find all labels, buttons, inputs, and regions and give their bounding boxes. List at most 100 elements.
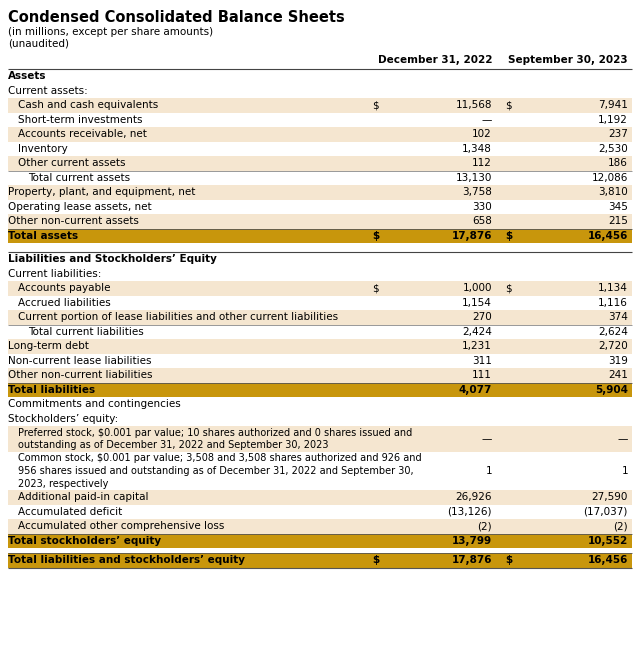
Text: (in millions, except per share amounts): (in millions, except per share amounts) bbox=[8, 27, 213, 37]
Text: 11,568: 11,568 bbox=[456, 100, 492, 110]
Text: Other non-current liabilities: Other non-current liabilities bbox=[8, 370, 152, 380]
Text: 1,116: 1,116 bbox=[598, 298, 628, 308]
Bar bbox=[8, 339, 632, 354]
Bar bbox=[8, 310, 632, 325]
Text: Short-term investments: Short-term investments bbox=[18, 115, 143, 125]
Text: Commitments and contingencies: Commitments and contingencies bbox=[8, 399, 180, 409]
Text: Total current liabilities: Total current liabilities bbox=[28, 327, 144, 336]
Text: 1,000: 1,000 bbox=[463, 283, 492, 293]
Text: Additional paid-in capital: Additional paid-in capital bbox=[18, 492, 148, 502]
Text: Liabilities and Stockholders’ Equity: Liabilities and Stockholders’ Equity bbox=[8, 254, 217, 264]
Text: Total liabilities and stockholders’ equity: Total liabilities and stockholders’ equi… bbox=[8, 555, 245, 565]
Text: (17,037): (17,037) bbox=[584, 507, 628, 517]
Text: 3,810: 3,810 bbox=[598, 188, 628, 198]
Text: 658: 658 bbox=[472, 216, 492, 226]
Text: Accrued liabilities: Accrued liabilities bbox=[18, 298, 111, 308]
Bar bbox=[8, 426, 632, 452]
Text: Long-term debt: Long-term debt bbox=[8, 341, 89, 351]
Text: 1,134: 1,134 bbox=[598, 283, 628, 293]
Bar bbox=[8, 229, 632, 243]
Text: Common stock, $0.001 par value; 3,508 and 3,508 shares authorized and 926 and: Common stock, $0.001 par value; 3,508 an… bbox=[18, 454, 422, 464]
Text: (2): (2) bbox=[613, 521, 628, 531]
Bar bbox=[8, 519, 632, 533]
Text: 102: 102 bbox=[472, 129, 492, 139]
Text: $: $ bbox=[505, 100, 511, 110]
Text: 17,876: 17,876 bbox=[451, 555, 492, 565]
Text: Property, plant, and equipment, net: Property, plant, and equipment, net bbox=[8, 188, 195, 198]
Text: 1: 1 bbox=[485, 466, 492, 476]
Text: 27,590: 27,590 bbox=[591, 492, 628, 502]
Text: 215: 215 bbox=[608, 216, 628, 226]
Text: Current portion of lease liabilities and other current liabilities: Current portion of lease liabilities and… bbox=[18, 313, 338, 323]
Text: $: $ bbox=[505, 555, 512, 565]
Text: (13,126): (13,126) bbox=[447, 507, 492, 517]
Text: 111: 111 bbox=[472, 370, 492, 380]
Text: Stockholders’ equity:: Stockholders’ equity: bbox=[8, 414, 118, 424]
Text: Current liabilities:: Current liabilities: bbox=[8, 269, 101, 279]
Text: (unaudited): (unaudited) bbox=[8, 39, 69, 49]
Text: 112: 112 bbox=[472, 158, 492, 168]
Text: $: $ bbox=[372, 231, 380, 241]
Text: 13,799: 13,799 bbox=[452, 536, 492, 546]
Text: Preferred stock, $0.001 par value; 10 shares authorized and 0 shares issued and: Preferred stock, $0.001 par value; 10 sh… bbox=[18, 428, 412, 438]
Text: 186: 186 bbox=[608, 158, 628, 168]
Text: 2,624: 2,624 bbox=[598, 327, 628, 336]
Text: 1,192: 1,192 bbox=[598, 115, 628, 125]
Text: 2,530: 2,530 bbox=[598, 144, 628, 154]
Text: 5,904: 5,904 bbox=[595, 385, 628, 395]
Text: Current assets:: Current assets: bbox=[8, 86, 88, 96]
Text: Accounts payable: Accounts payable bbox=[18, 283, 111, 293]
Text: (2): (2) bbox=[477, 521, 492, 531]
Text: outstanding as of December 31, 2022 and September 30, 2023: outstanding as of December 31, 2022 and … bbox=[18, 440, 328, 450]
Text: Operating lease assets, net: Operating lease assets, net bbox=[8, 201, 152, 211]
Text: 13,130: 13,130 bbox=[456, 173, 492, 183]
Text: Accumulated other comprehensive loss: Accumulated other comprehensive loss bbox=[18, 521, 225, 531]
Text: $: $ bbox=[372, 283, 379, 293]
Text: 4,077: 4,077 bbox=[459, 385, 492, 395]
Text: Total liabilities: Total liabilities bbox=[8, 385, 95, 395]
Text: 270: 270 bbox=[472, 313, 492, 323]
Text: —: — bbox=[618, 434, 628, 444]
Text: 237: 237 bbox=[608, 129, 628, 139]
Text: 3,758: 3,758 bbox=[462, 188, 492, 198]
Bar bbox=[8, 368, 632, 382]
Text: 7,941: 7,941 bbox=[598, 100, 628, 110]
Text: 345: 345 bbox=[608, 201, 628, 211]
Bar bbox=[8, 127, 632, 142]
Bar bbox=[8, 185, 632, 199]
Text: 1: 1 bbox=[621, 466, 628, 476]
Bar bbox=[8, 156, 632, 170]
Bar bbox=[8, 214, 632, 229]
Text: 26,926: 26,926 bbox=[456, 492, 492, 502]
Text: Inventory: Inventory bbox=[18, 144, 68, 154]
Text: 2,720: 2,720 bbox=[598, 341, 628, 351]
Text: 10,552: 10,552 bbox=[588, 536, 628, 546]
Text: 16,456: 16,456 bbox=[588, 555, 628, 565]
Text: Assets: Assets bbox=[8, 71, 47, 81]
Bar bbox=[8, 553, 632, 567]
Text: December 31, 2022: December 31, 2022 bbox=[378, 55, 492, 65]
Text: Non-current lease liabilities: Non-current lease liabilities bbox=[8, 356, 152, 366]
Text: Accumulated deficit: Accumulated deficit bbox=[18, 507, 122, 517]
Text: 319: 319 bbox=[608, 356, 628, 366]
Text: 330: 330 bbox=[472, 201, 492, 211]
Text: $: $ bbox=[505, 283, 511, 293]
Text: Total assets: Total assets bbox=[8, 231, 78, 241]
Text: 956 shares issued and outstanding as of December 31, 2022 and September 30,: 956 shares issued and outstanding as of … bbox=[18, 466, 413, 476]
Text: 16,456: 16,456 bbox=[588, 231, 628, 241]
Text: 12,086: 12,086 bbox=[591, 173, 628, 183]
Text: September 30, 2023: September 30, 2023 bbox=[508, 55, 628, 65]
Bar bbox=[8, 382, 632, 397]
Bar bbox=[8, 533, 632, 548]
Text: 374: 374 bbox=[608, 313, 628, 323]
Text: Condensed Consolidated Balance Sheets: Condensed Consolidated Balance Sheets bbox=[8, 10, 345, 25]
Text: $: $ bbox=[372, 100, 379, 110]
Text: 1,231: 1,231 bbox=[462, 341, 492, 351]
Text: Total current assets: Total current assets bbox=[28, 173, 130, 183]
Text: 2023, respectively: 2023, respectively bbox=[18, 479, 108, 489]
Text: $: $ bbox=[505, 231, 512, 241]
Text: —: — bbox=[482, 115, 492, 125]
Text: 17,876: 17,876 bbox=[451, 231, 492, 241]
Text: Other non-current assets: Other non-current assets bbox=[8, 216, 139, 226]
Text: 2,424: 2,424 bbox=[462, 327, 492, 336]
